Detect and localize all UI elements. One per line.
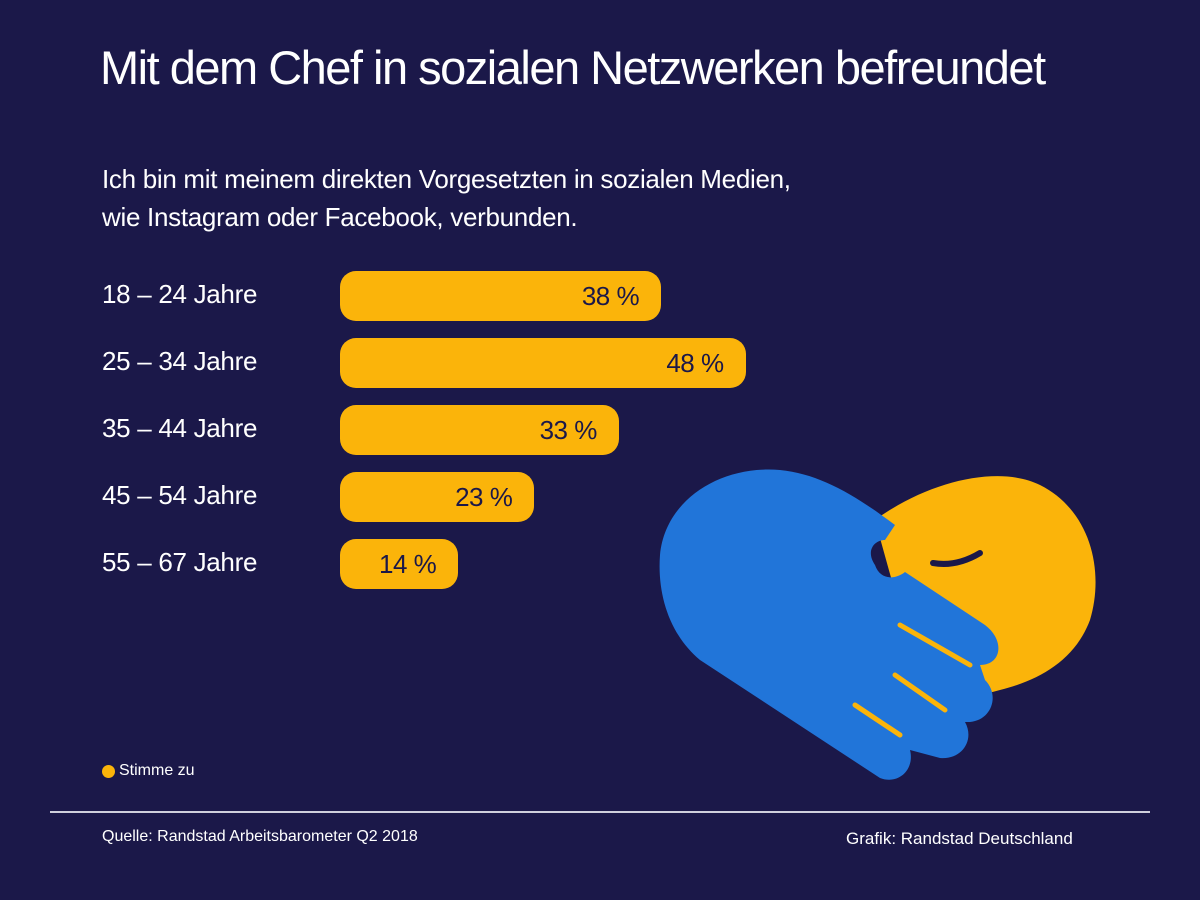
- blue-hand-icon: [659, 469, 999, 780]
- category-label: 55 – 67 Jahre: [102, 547, 258, 577]
- category-label: 18 – 24 Jahre: [102, 279, 258, 309]
- category-label: 25 – 34 Jahre: [102, 346, 258, 376]
- subtitle-line: Ich bin mit meinem direkten Vorgesetzten…: [102, 164, 791, 194]
- chart-subtitle: Ich bin mit meinem direkten Vorgesetzten…: [102, 160, 791, 236]
- bar: 23 %: [340, 472, 535, 522]
- bar-row: 55 – 67 Jahre 14 %: [0, 539, 800, 589]
- footer-divider: [50, 811, 1150, 813]
- finger-lines: [852, 622, 973, 738]
- bar-value-label: 48 %: [666, 348, 724, 378]
- handshake-heart-icon: [659, 469, 1096, 780]
- bar-row: 45 – 54 Jahre 23 %: [0, 472, 800, 522]
- category-label: 35 – 44 Jahre: [102, 413, 258, 443]
- bar: 38 %: [340, 271, 662, 321]
- legend-swatch: [102, 764, 115, 778]
- bar: 14 %: [340, 539, 459, 589]
- chart-title: Mit dem Chef in sozialen Netzwerken befr…: [100, 41, 1046, 94]
- bar-row: 25 – 34 Jahre 48 %: [0, 338, 800, 388]
- source-note: Quelle: Randstad Arbeitsbarometer Q2 201…: [102, 828, 418, 845]
- category-label: 45 – 54 Jahre: [102, 480, 258, 510]
- subtitle-line: wie Instagram oder Facebook, verbunden.: [102, 202, 578, 232]
- bar: 33 %: [340, 405, 619, 455]
- bar-value-label: 14 %: [379, 549, 437, 579]
- bar-value-label: 38 %: [581, 281, 640, 311]
- bar-value-label: 33 %: [539, 415, 598, 445]
- credit-note: Grafik: Randstad Deutschland: [846, 829, 1073, 848]
- bar-row: 18 – 24 Jahre 38 %: [0, 271, 800, 321]
- legend-label: Stimme zu: [119, 762, 195, 779]
- bar-row: 35 – 44 Jahre 33 %: [0, 405, 800, 455]
- legend: Stimme zu: [102, 762, 195, 780]
- bar: 48 %: [340, 338, 746, 388]
- bar-value-label: 23 %: [455, 482, 513, 512]
- thumb-crease: [930, 550, 983, 567]
